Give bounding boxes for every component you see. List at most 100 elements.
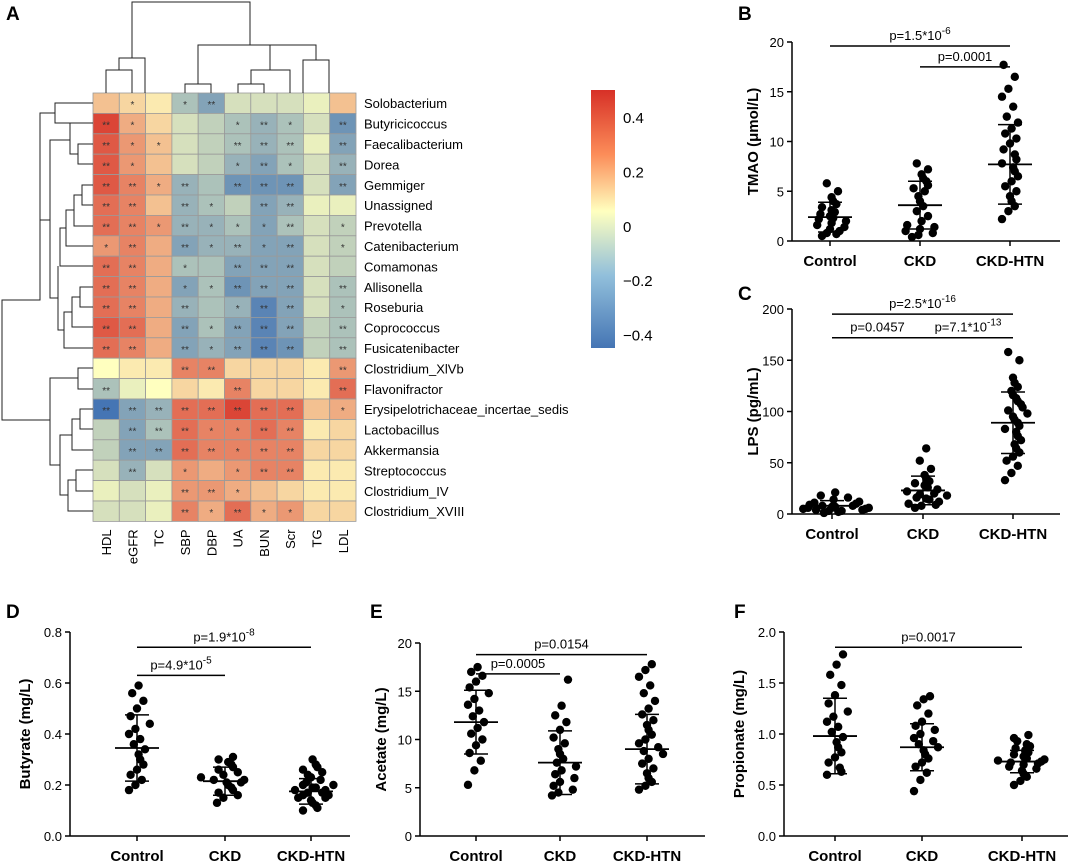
significance-mark: ** — [234, 508, 242, 519]
data-point — [563, 675, 573, 684]
heatmap-cell — [145, 255, 173, 278]
panel-f: 0.0 0.5 1.0 1.5 2.0 Control CKD CKD-HTN Propiona… — [731, 625, 1068, 861]
row-dendrogram-branch — [57, 266, 64, 331]
significance-mark: ** — [129, 467, 137, 478]
significance-mark: ** — [234, 406, 242, 417]
data-point — [824, 699, 833, 708]
y-tick-label: 150 — [762, 353, 784, 368]
data-point — [910, 479, 920, 488]
data-point — [831, 488, 840, 497]
heatmap-cell — [145, 296, 173, 318]
data-point — [562, 717, 571, 727]
data-point — [570, 773, 579, 783]
significance-mark: ** — [286, 345, 294, 356]
significance-mark: * — [157, 141, 161, 152]
data-point — [644, 754, 653, 763]
significance-mark: ** — [207, 488, 215, 499]
data-point — [298, 765, 308, 774]
data-point — [137, 775, 146, 785]
heatmap-cell — [197, 153, 225, 175]
row-dendrogram-branch — [63, 311, 93, 349]
heatmap-cell — [118, 357, 147, 380]
heatmap-cell — [250, 357, 278, 380]
significance-mark: * — [236, 304, 240, 315]
column-dendrogram-branch — [270, 44, 317, 60]
row-dendrogram-branch — [1, 220, 50, 421]
significance-mark: ** — [339, 182, 347, 193]
x-category-label: Control — [803, 253, 856, 270]
data-point — [917, 501, 926, 510]
data-point — [933, 485, 942, 494]
significance-mark: ** — [339, 386, 347, 397]
panel-letter-c: C — [738, 284, 752, 305]
data-point — [132, 704, 142, 713]
row-dendrogram-branch — [73, 194, 93, 227]
data-point — [1001, 182, 1010, 191]
x-category-label: CKD — [209, 848, 242, 861]
significance-mark: * — [209, 243, 213, 254]
data-point — [131, 724, 140, 734]
data-point — [1024, 730, 1033, 740]
significance-mark: ** — [102, 386, 110, 397]
data-point — [649, 764, 658, 773]
significance-mark: * — [104, 243, 108, 254]
column-dendrogram-branch — [237, 83, 265, 93]
x-category-label: CKD — [544, 848, 577, 861]
data-point — [1004, 347, 1013, 357]
significance-mark: * — [236, 427, 240, 438]
data-point — [634, 739, 644, 748]
data-point — [308, 755, 317, 764]
significance-mark: ** — [260, 447, 268, 458]
significance-mark: ** — [155, 427, 163, 438]
data-point — [638, 759, 647, 768]
significance-mark: ** — [129, 182, 137, 193]
column-label: UA — [231, 529, 246, 547]
significance-mark: * — [288, 121, 292, 132]
data-point — [649, 716, 658, 725]
significance-mark: * — [130, 161, 134, 172]
heatmap-cell — [250, 378, 278, 400]
significance-mark: ** — [181, 223, 189, 234]
heatmap-cell — [329, 92, 357, 114]
heatmap-cell — [145, 92, 173, 114]
heatmap-cell — [197, 113, 225, 135]
data-point — [997, 159, 1007, 168]
row-dendrogram-branch — [49, 139, 70, 299]
data-point — [922, 768, 931, 777]
data-point — [473, 662, 482, 672]
data-point — [1004, 84, 1013, 93]
p-value-label: p=0.0001 — [938, 49, 993, 64]
row-label: Coprococcus — [364, 321, 440, 336]
heatmap-cell — [250, 92, 278, 114]
heatmap-cell — [302, 113, 331, 135]
significance-mark: ** — [181, 406, 189, 417]
significance-mark: ** — [129, 243, 137, 254]
data-point — [843, 707, 852, 716]
y-tick-label: 0.4 — [44, 727, 62, 742]
significance-mark: ** — [207, 365, 215, 376]
y-tick-label: 0.0 — [758, 829, 776, 844]
data-point — [290, 785, 300, 795]
p-value-label: p=0.0005 — [491, 656, 546, 671]
heatmap-cell — [302, 276, 331, 298]
data-point — [811, 505, 821, 515]
panel-letter-a: A — [6, 4, 20, 25]
row-dendrogram-branch — [59, 227, 93, 267]
data-point — [126, 711, 135, 721]
data-point — [554, 744, 563, 754]
significance-mark: ** — [102, 121, 110, 132]
heatmap-cell — [197, 296, 225, 318]
significance-mark: * — [130, 100, 134, 111]
significance-mark: ** — [234, 386, 242, 397]
heatmap-cell — [118, 480, 147, 502]
significance-mark: * — [288, 508, 292, 519]
x-category-label: CKD — [904, 253, 937, 270]
significance-mark: ** — [260, 161, 268, 172]
y-tick-label: 15 — [398, 684, 412, 699]
p-value-exponent: -16 — [941, 294, 956, 305]
heatmap-cell — [302, 398, 331, 420]
data-point — [1022, 740, 1031, 749]
significance-mark: ** — [260, 325, 268, 336]
p-value-exponent: -8 — [246, 627, 255, 638]
